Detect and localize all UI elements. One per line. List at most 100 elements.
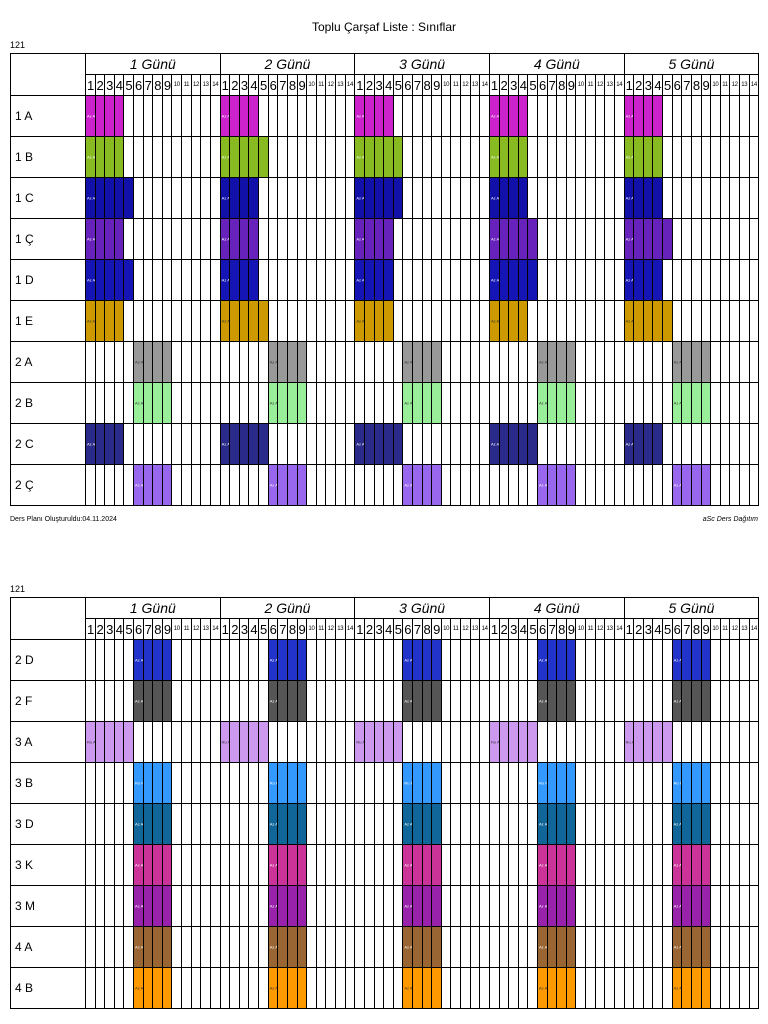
lesson-cell[interactable]: Az Ay Ru F/T [354, 423, 365, 465]
empty-cell[interactable] [700, 423, 712, 465]
lesson-cell[interactable] [690, 926, 702, 968]
empty-cell[interactable] [277, 136, 288, 178]
empty-cell[interactable] [209, 721, 221, 763]
class-label[interactable]: 4 A [10, 926, 86, 968]
empty-cell[interactable] [729, 967, 740, 1009]
empty-cell[interactable] [123, 639, 135, 681]
empty-cell[interactable] [383, 844, 394, 886]
lesson-cell[interactable] [296, 926, 308, 968]
lesson-cell[interactable] [517, 721, 529, 763]
empty-cell[interactable] [219, 967, 231, 1009]
empty-cell[interactable] [392, 844, 404, 886]
lesson-cell[interactable] [421, 762, 433, 804]
empty-cell[interactable] [719, 300, 731, 342]
lesson-cell[interactable]: Az Ay Ru F/T [267, 464, 279, 506]
empty-cell[interactable] [94, 844, 106, 886]
empty-cell[interactable] [469, 218, 481, 260]
empty-cell[interactable] [517, 803, 529, 845]
class-label[interactable]: 4 B [10, 967, 86, 1009]
lesson-cell[interactable] [431, 803, 442, 845]
lesson-cell[interactable]: Az Ay Ru H/B [488, 136, 500, 178]
empty-cell[interactable] [123, 136, 135, 178]
empty-cell[interactable] [113, 844, 125, 886]
lesson-cell[interactable] [517, 300, 529, 342]
empty-cell[interactable] [748, 464, 760, 506]
empty-cell[interactable] [238, 680, 250, 722]
lesson-cell[interactable] [517, 177, 529, 219]
lesson-cell[interactable] [286, 762, 298, 804]
empty-cell[interactable] [469, 259, 481, 301]
empty-cell[interactable] [585, 341, 596, 383]
lesson-cell[interactable] [633, 136, 644, 178]
empty-cell[interactable] [219, 382, 231, 424]
lesson-cell[interactable]: Az Ay Ru F/T [488, 218, 500, 260]
empty-cell[interactable] [431, 177, 442, 219]
empty-cell[interactable] [142, 136, 154, 178]
lesson-cell[interactable] [113, 218, 125, 260]
empty-cell[interactable] [738, 259, 750, 301]
lesson-cell[interactable]: Az Ay Ru H/B [219, 136, 231, 178]
empty-cell[interactable] [113, 680, 125, 722]
lesson-cell[interactable] [431, 967, 442, 1009]
empty-cell[interactable] [460, 680, 471, 722]
empty-cell[interactable] [277, 721, 288, 763]
lesson-cell[interactable]: Az Ay Ru F/T [219, 218, 231, 260]
empty-cell[interactable] [190, 259, 202, 301]
empty-cell[interactable] [363, 844, 375, 886]
lesson-cell[interactable] [681, 464, 692, 506]
empty-cell[interactable] [402, 177, 413, 219]
empty-cell[interactable] [537, 721, 548, 763]
empty-cell[interactable] [729, 218, 740, 260]
empty-cell[interactable] [104, 639, 115, 681]
empty-cell[interactable] [238, 639, 250, 681]
empty-cell[interactable] [200, 885, 211, 927]
lesson-cell[interactable]: Az Ay Ru F/T [623, 423, 635, 465]
empty-cell[interactable] [104, 382, 115, 424]
empty-cell[interactable] [729, 177, 740, 219]
lesson-cell[interactable]: Az Ay Ru F/T [85, 218, 96, 260]
empty-cell[interactable] [104, 967, 115, 1009]
lesson-cell[interactable] [411, 926, 423, 968]
empty-cell[interactable] [171, 680, 183, 722]
empty-cell[interactable] [488, 885, 500, 927]
empty-cell[interactable] [613, 721, 625, 763]
empty-cell[interactable] [181, 300, 192, 342]
lesson-cell[interactable] [421, 844, 433, 886]
empty-cell[interactable] [710, 844, 721, 886]
lesson-cell[interactable] [633, 95, 644, 137]
empty-cell[interactable] [200, 926, 211, 968]
empty-cell[interactable] [710, 341, 721, 383]
empty-cell[interactable] [585, 885, 596, 927]
empty-cell[interactable] [325, 177, 336, 219]
empty-cell[interactable] [642, 967, 654, 1009]
lesson-cell[interactable]: Az Ay Ru F/T [85, 300, 96, 342]
empty-cell[interactable] [719, 967, 731, 1009]
empty-cell[interactable] [729, 259, 740, 301]
empty-cell[interactable] [325, 885, 336, 927]
lesson-cell[interactable] [383, 259, 394, 301]
empty-cell[interactable] [209, 680, 221, 722]
lesson-cell[interactable] [238, 136, 250, 178]
lesson-cell[interactable]: Az Ay Ru F/T [537, 464, 548, 506]
empty-cell[interactable] [171, 300, 183, 342]
empty-cell[interactable] [267, 259, 279, 301]
empty-cell[interactable] [190, 803, 202, 845]
empty-cell[interactable] [334, 926, 346, 968]
empty-cell[interactable] [411, 423, 423, 465]
empty-cell[interactable] [671, 177, 683, 219]
empty-cell[interactable] [219, 803, 231, 845]
empty-cell[interactable] [354, 803, 365, 845]
lesson-cell[interactable]: Az Ay Ru Tex [267, 885, 279, 927]
empty-cell[interactable] [200, 762, 211, 804]
empty-cell[interactable] [527, 300, 538, 342]
lesson-cell[interactable] [296, 844, 308, 886]
lesson-cell[interactable]: Ru Re Az Ay T/i [133, 762, 144, 804]
lesson-cell[interactable] [411, 680, 423, 722]
empty-cell[interactable] [286, 95, 298, 137]
empty-cell[interactable] [229, 341, 240, 383]
empty-cell[interactable] [431, 136, 442, 178]
lesson-cell[interactable] [142, 885, 154, 927]
empty-cell[interactable] [123, 300, 135, 342]
empty-cell[interactable] [652, 680, 664, 722]
empty-cell[interactable] [719, 885, 731, 927]
